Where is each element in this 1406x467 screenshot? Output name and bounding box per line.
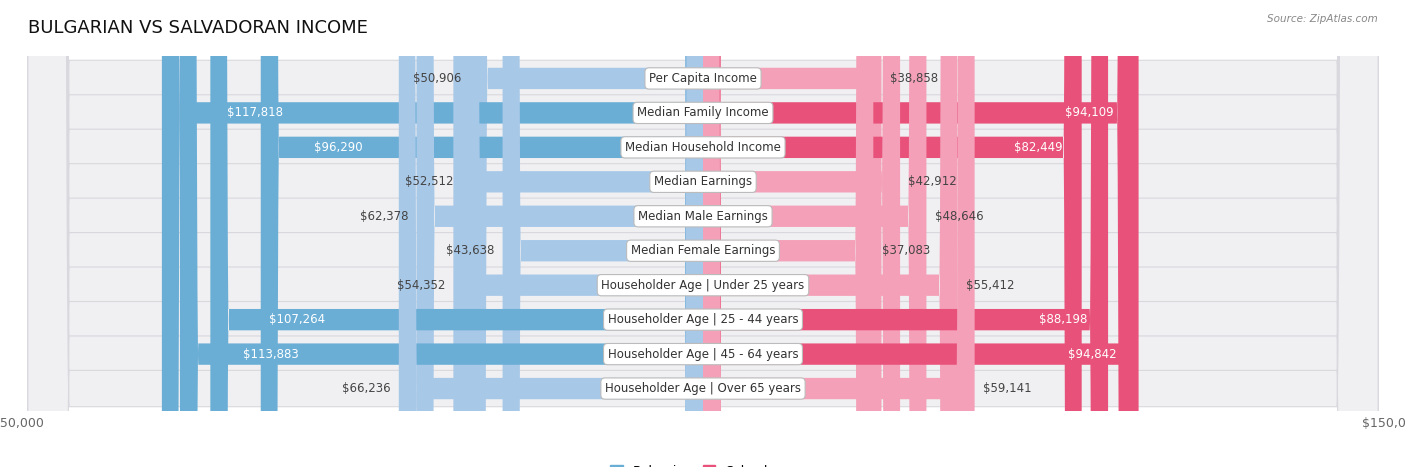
Text: Householder Age | Under 25 years: Householder Age | Under 25 years xyxy=(602,279,804,292)
Text: $37,083: $37,083 xyxy=(882,244,929,257)
Text: $52,512: $52,512 xyxy=(405,175,454,188)
Text: Per Capita Income: Per Capita Income xyxy=(650,72,756,85)
Text: Median Household Income: Median Household Income xyxy=(626,141,780,154)
FancyBboxPatch shape xyxy=(28,0,1378,467)
Text: $43,638: $43,638 xyxy=(446,244,495,257)
FancyBboxPatch shape xyxy=(260,0,703,467)
Text: $107,264: $107,264 xyxy=(270,313,326,326)
FancyBboxPatch shape xyxy=(703,0,1081,467)
FancyBboxPatch shape xyxy=(453,0,703,467)
Text: $113,883: $113,883 xyxy=(243,347,298,361)
Text: $82,449: $82,449 xyxy=(1014,141,1063,154)
FancyBboxPatch shape xyxy=(470,0,703,467)
Text: $50,906: $50,906 xyxy=(412,72,461,85)
FancyBboxPatch shape xyxy=(703,0,873,467)
Text: $38,858: $38,858 xyxy=(890,72,938,85)
Text: Householder Age | 25 - 44 years: Householder Age | 25 - 44 years xyxy=(607,313,799,326)
FancyBboxPatch shape xyxy=(703,0,900,467)
FancyBboxPatch shape xyxy=(703,0,957,467)
FancyBboxPatch shape xyxy=(28,0,1378,467)
Text: Median Earnings: Median Earnings xyxy=(654,175,752,188)
Text: $94,109: $94,109 xyxy=(1064,106,1114,120)
Legend: Bulgarian, Salvadoran: Bulgarian, Salvadoran xyxy=(605,460,801,467)
FancyBboxPatch shape xyxy=(162,0,703,467)
Text: Householder Age | 45 - 64 years: Householder Age | 45 - 64 years xyxy=(607,347,799,361)
FancyBboxPatch shape xyxy=(461,0,703,467)
Text: $94,842: $94,842 xyxy=(1069,347,1116,361)
Text: $42,912: $42,912 xyxy=(908,175,957,188)
FancyBboxPatch shape xyxy=(703,0,974,467)
FancyBboxPatch shape xyxy=(28,0,1378,467)
FancyBboxPatch shape xyxy=(28,0,1378,467)
Text: BULGARIAN VS SALVADORAN INCOME: BULGARIAN VS SALVADORAN INCOME xyxy=(28,19,368,37)
FancyBboxPatch shape xyxy=(211,0,703,467)
FancyBboxPatch shape xyxy=(703,0,882,467)
FancyBboxPatch shape xyxy=(28,0,1378,467)
Text: $96,290: $96,290 xyxy=(314,141,363,154)
FancyBboxPatch shape xyxy=(28,0,1378,467)
Text: Source: ZipAtlas.com: Source: ZipAtlas.com xyxy=(1267,14,1378,24)
Text: Median Male Earnings: Median Male Earnings xyxy=(638,210,768,223)
FancyBboxPatch shape xyxy=(28,0,1378,467)
Text: $54,352: $54,352 xyxy=(396,279,446,292)
Text: Median Female Earnings: Median Female Earnings xyxy=(631,244,775,257)
Text: $62,378: $62,378 xyxy=(360,210,408,223)
FancyBboxPatch shape xyxy=(416,0,703,467)
FancyBboxPatch shape xyxy=(28,0,1378,467)
Text: $66,236: $66,236 xyxy=(342,382,391,395)
FancyBboxPatch shape xyxy=(28,0,1378,467)
Text: $55,412: $55,412 xyxy=(966,279,1014,292)
Text: $88,198: $88,198 xyxy=(1039,313,1088,326)
FancyBboxPatch shape xyxy=(502,0,703,467)
FancyBboxPatch shape xyxy=(28,0,1378,467)
FancyBboxPatch shape xyxy=(703,0,1108,467)
FancyBboxPatch shape xyxy=(703,0,927,467)
FancyBboxPatch shape xyxy=(399,0,703,467)
Text: $117,818: $117,818 xyxy=(226,106,283,120)
Text: $59,141: $59,141 xyxy=(983,382,1032,395)
FancyBboxPatch shape xyxy=(703,0,1135,467)
FancyBboxPatch shape xyxy=(703,0,1139,467)
Text: $48,646: $48,646 xyxy=(935,210,983,223)
FancyBboxPatch shape xyxy=(180,0,703,467)
Text: Householder Age | Over 65 years: Householder Age | Over 65 years xyxy=(605,382,801,395)
Text: Median Family Income: Median Family Income xyxy=(637,106,769,120)
